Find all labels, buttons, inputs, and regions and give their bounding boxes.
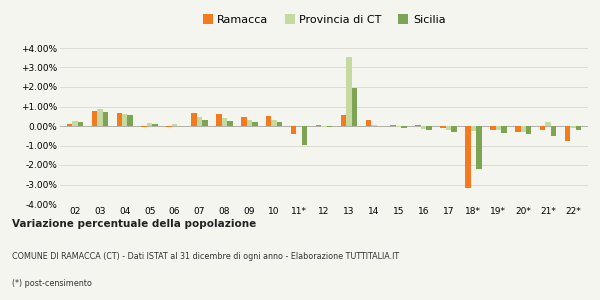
Bar xyxy=(241,117,247,126)
Bar xyxy=(291,126,296,134)
Bar xyxy=(321,126,327,127)
Bar xyxy=(302,126,307,145)
Bar xyxy=(247,120,252,126)
Bar xyxy=(427,126,432,130)
Bar xyxy=(396,126,401,127)
Bar xyxy=(271,120,277,126)
Bar xyxy=(415,125,421,126)
Bar xyxy=(103,112,108,126)
Bar xyxy=(391,125,396,126)
Bar xyxy=(92,111,97,126)
Bar xyxy=(490,126,496,130)
Bar xyxy=(221,118,227,126)
Bar xyxy=(576,126,581,130)
Bar xyxy=(252,122,257,126)
Bar xyxy=(521,126,526,132)
Bar xyxy=(401,126,407,128)
Bar xyxy=(116,113,122,126)
Bar xyxy=(501,126,506,134)
Bar xyxy=(216,114,221,126)
Bar xyxy=(565,126,571,141)
Text: COMUNE DI RAMACCA (CT) - Dati ISTAT al 31 dicembre di ogni anno - Elaborazione T: COMUNE DI RAMACCA (CT) - Dati ISTAT al 3… xyxy=(12,252,399,261)
Bar xyxy=(127,115,133,126)
Bar xyxy=(545,122,551,126)
Bar xyxy=(197,117,202,126)
Bar xyxy=(446,126,451,130)
Bar xyxy=(526,126,532,134)
Bar xyxy=(470,126,476,131)
Bar xyxy=(451,126,457,132)
Bar xyxy=(202,120,208,126)
Bar xyxy=(72,121,77,126)
Bar xyxy=(371,125,377,126)
Bar xyxy=(277,122,283,126)
Legend: Ramacca, Provincia di CT, Sicilia: Ramacca, Provincia di CT, Sicilia xyxy=(198,10,450,29)
Bar xyxy=(147,123,152,126)
Bar xyxy=(440,126,446,128)
Bar xyxy=(67,124,72,126)
Bar xyxy=(77,122,83,126)
Bar xyxy=(540,126,545,130)
Bar xyxy=(352,88,357,126)
Bar xyxy=(266,116,271,126)
Text: (*) post-censimento: (*) post-censimento xyxy=(12,279,92,288)
Bar xyxy=(166,126,172,127)
Bar xyxy=(316,125,321,126)
Bar xyxy=(346,57,352,126)
Bar xyxy=(227,121,233,126)
Bar xyxy=(122,114,127,126)
Bar xyxy=(476,126,482,169)
Bar xyxy=(551,126,556,136)
Bar xyxy=(97,110,103,126)
Bar xyxy=(496,126,501,130)
Bar xyxy=(152,124,158,126)
Bar xyxy=(515,126,521,132)
Bar xyxy=(191,113,197,126)
Bar xyxy=(142,126,147,127)
Bar xyxy=(571,126,576,128)
Bar xyxy=(365,120,371,126)
Bar xyxy=(465,126,470,188)
Bar xyxy=(341,115,346,126)
Bar xyxy=(327,126,332,127)
Bar xyxy=(421,126,427,129)
Text: Variazione percentuale della popolazione: Variazione percentuale della popolazione xyxy=(12,219,256,229)
Bar xyxy=(172,124,178,126)
